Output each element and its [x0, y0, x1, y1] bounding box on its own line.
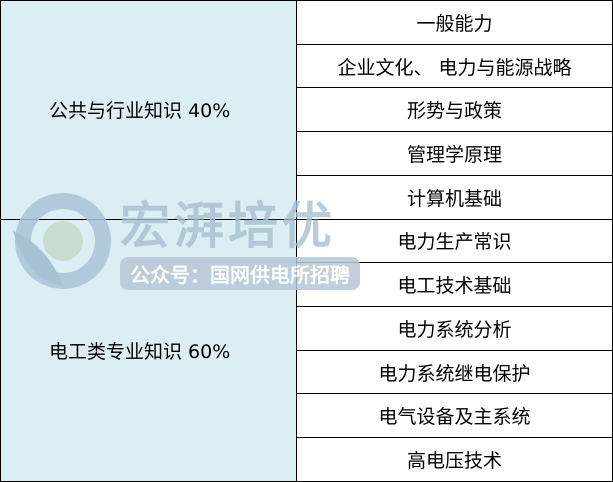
table-row: 计算机基础 — [1, 174, 613, 220]
subject-cell: 形势与政策 — [296, 87, 613, 133]
subject-cell: 计算机基础 — [296, 174, 613, 220]
subject-cell: 电力生产常识 — [296, 218, 613, 264]
subject-cell: 一般能力 — [296, 0, 613, 45]
subject-cell: 电力系统分析 — [296, 306, 613, 351]
subject-cell: 管理学原理 — [296, 131, 613, 176]
table-row: 高电压技术 — [1, 437, 613, 482]
category-cell: 公共与行业知识 40% — [0, 0, 297, 220]
subject-cell: 电气设备及主系统 — [296, 393, 613, 439]
subject-cell: 企业文化、 电力与能源战略 — [296, 43, 613, 89]
table-row: 电力系统分析 — [1, 306, 613, 351]
category-cell: 电工类专业知识 60% — [0, 218, 297, 482]
table-row: 形势与政策 — [1, 87, 613, 133]
table-row: 公共与行业知识 40% 一般能力 — [0, 0, 613, 220]
table-row: 管理学原理 — [1, 131, 613, 176]
subject-cell: 电工技术基础 — [296, 262, 613, 308]
subject-cell: 高电压技术 — [296, 437, 613, 482]
table-row: 电力系统继电保护 — [1, 349, 613, 395]
table-row: 电工类专业知识 60% 电力生产常识 — [0, 218, 613, 482]
table-row: 企业文化、 电力与能源战略 — [1, 43, 613, 89]
table-row: 电气设备及主系统 — [1, 393, 613, 439]
subject-cell: 电力系统继电保护 — [296, 349, 613, 395]
